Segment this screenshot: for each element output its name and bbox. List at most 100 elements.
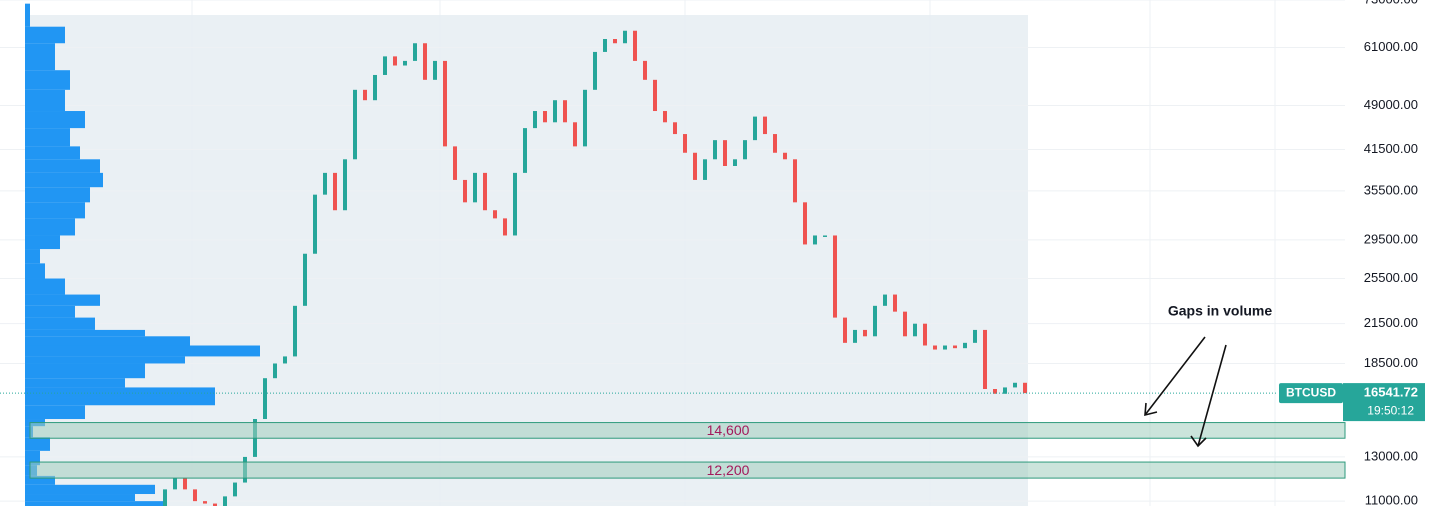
candle [383, 56, 387, 75]
candle [173, 478, 177, 490]
candle [453, 146, 457, 180]
symbol-tag [1279, 383, 1343, 404]
arrow-head [1144, 402, 1158, 417]
candle [883, 294, 887, 306]
y-tick-label: 29500.00 [1364, 231, 1418, 246]
candle [973, 329, 977, 343]
candle [613, 39, 617, 44]
volume-bar [25, 43, 55, 71]
volume-bar [25, 159, 100, 173]
candle [223, 496, 227, 506]
volume-bar [25, 387, 215, 398]
countdown: 19:50:12 [1367, 403, 1414, 417]
candle [733, 159, 737, 166]
candle [993, 389, 997, 394]
candle [703, 159, 707, 180]
candle [303, 253, 307, 306]
candle [313, 194, 317, 254]
candle [863, 329, 867, 337]
volume-bar [25, 437, 50, 451]
candle [563, 100, 567, 123]
candle [533, 111, 537, 129]
volume-bar [25, 235, 60, 250]
volume-bar [25, 128, 70, 147]
candle [823, 235, 827, 237]
candle [343, 159, 347, 211]
volume-bar [25, 329, 145, 337]
y-tick-label: 13000.00 [1364, 448, 1418, 463]
volume-profile [25, 3, 260, 506]
candle [373, 74, 377, 101]
candle [483, 172, 487, 211]
volume-bar [25, 317, 95, 330]
volume-bar [25, 26, 65, 44]
candle [543, 111, 547, 123]
candle [193, 489, 197, 502]
zone-label: 14,600 [707, 422, 750, 438]
candle [203, 501, 207, 504]
candle [933, 345, 937, 350]
y-tick-label: 21500.00 [1364, 315, 1418, 330]
candle [1003, 387, 1007, 394]
price-axis: 73000.00 61000.00 49000.00 41500.00 35500.00… [1279, 0, 1425, 506]
volume-bar [25, 356, 185, 364]
candle [833, 235, 837, 318]
candle [473, 172, 477, 203]
candle [743, 140, 747, 160]
candle [523, 128, 527, 173]
y-tick-label: 73000.00 [1364, 0, 1418, 6]
volume-bar [25, 345, 260, 357]
zones: 14,600 12,200 [29, 422, 1346, 479]
candle [273, 363, 277, 379]
volume-bar [25, 294, 100, 306]
volume-bar [25, 363, 145, 379]
y-tick-label: 11000.00 [1365, 493, 1418, 506]
candle [353, 89, 357, 160]
candle [793, 159, 797, 203]
candle [753, 116, 757, 141]
volume-bar [25, 3, 30, 27]
candle [853, 329, 857, 343]
volume-bar [25, 336, 190, 346]
candle [493, 210, 497, 219]
y-tick-label: 25500.00 [1364, 270, 1418, 285]
zone-label: 12,200 [707, 462, 750, 478]
candle [873, 305, 877, 337]
y-tick-label: 35500.00 [1364, 182, 1418, 197]
candle [963, 342, 967, 349]
volume-bar [25, 405, 85, 420]
price-label: 16541.72 [1364, 385, 1418, 400]
volume-bar [25, 475, 55, 485]
volume-bar [25, 263, 45, 279]
volume-bar [25, 305, 75, 318]
candle [183, 478, 187, 490]
candle [1023, 382, 1027, 394]
candle [773, 134, 777, 153]
arrow-head [1190, 435, 1207, 448]
candle [683, 134, 687, 153]
candle [673, 122, 677, 135]
candle [813, 235, 817, 245]
candle [573, 122, 577, 147]
volume-bar [25, 89, 65, 112]
candle [553, 100, 557, 123]
candle [843, 317, 847, 343]
y-tick-label: 61000.00 [1364, 39, 1418, 54]
y-tick-label: 41500.00 [1364, 141, 1418, 156]
volume-bar [25, 397, 215, 406]
arrows [1144, 336, 1227, 448]
candle [653, 79, 657, 112]
candle [783, 152, 787, 160]
grid [0, 0, 1345, 502]
candle [263, 378, 267, 420]
candle [633, 30, 637, 61]
candle [693, 152, 697, 180]
candle [363, 89, 367, 101]
volume-bar [25, 146, 80, 160]
candle [413, 43, 417, 61]
candle [623, 30, 627, 44]
candle [723, 140, 727, 166]
candle [233, 482, 237, 497]
zone [29, 461, 1346, 479]
